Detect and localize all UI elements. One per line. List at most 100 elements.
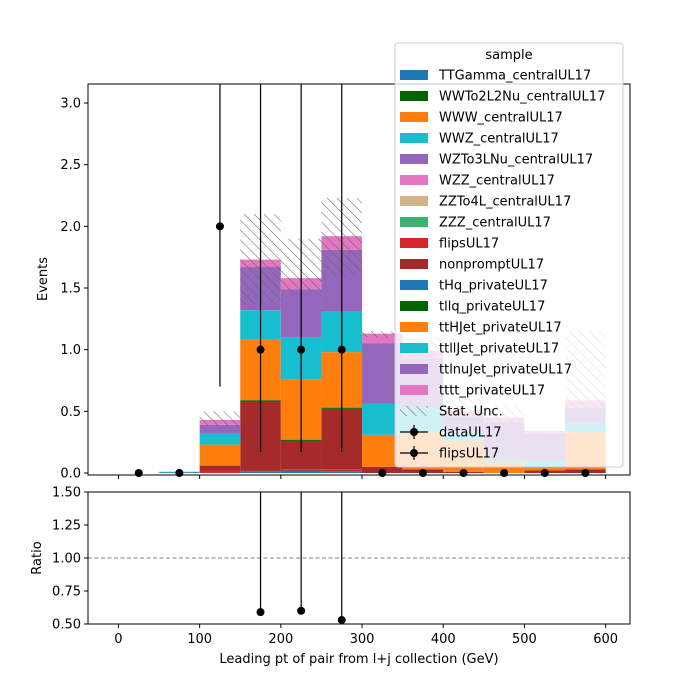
- y-tick-label: 2.0: [60, 220, 81, 235]
- legend-label: WWZ_centralUL17: [439, 132, 559, 147]
- stat-unc-rect: [199, 411, 241, 427]
- x-tick-label: 100: [187, 632, 212, 647]
- data-point: [256, 345, 265, 354]
- ratio-points: [256, 492, 346, 624]
- legend-swatch: [400, 364, 428, 374]
- data-point: [459, 469, 468, 477]
- legend-swatch: [400, 70, 428, 80]
- ratio-x-axis: 0 100 200 300 400 500 600: [114, 624, 618, 647]
- ratio-y-tick-label: 1.25: [52, 519, 81, 534]
- bar-segment: [280, 470, 322, 473]
- data-point: [418, 469, 427, 477]
- ratio-plot: 0.50 0.75 1.00 1.25 1.50 0 100 200 300 400 500 600…: [30, 486, 631, 667]
- legend-box: [394, 42, 624, 468]
- bar-segment: [240, 470, 281, 472]
- legend-swatch: [400, 112, 428, 122]
- legend-label: WWTo2L2Nu_centralUL17: [439, 90, 605, 105]
- legend-swatch: [400, 385, 428, 395]
- legend-swatch: [400, 175, 428, 185]
- data-point: [500, 469, 509, 477]
- legend-swatch: [400, 322, 428, 332]
- legend-label: nonpromptUL17: [439, 258, 544, 273]
- x-tick-label: 500: [512, 632, 537, 647]
- x-tick-label: 600: [593, 632, 618, 647]
- y-tick-label: 1.0: [60, 343, 81, 358]
- bar-segment: [321, 471, 363, 473]
- ratio-point: [297, 606, 306, 615]
- data-point: [175, 469, 184, 477]
- legend-label: flipsUL17: [439, 447, 499, 462]
- data-point: [581, 469, 590, 477]
- data-point: [378, 469, 387, 477]
- x-tick-label: 0: [114, 632, 122, 647]
- stat-unc-rect: [362, 331, 403, 338]
- bar-segment: [199, 433, 241, 445]
- legend-marker: [410, 428, 418, 436]
- bar-segment: [240, 471, 281, 473]
- x-tick-label: 400: [431, 632, 456, 647]
- legend-label: tHq_privateUL17: [439, 279, 548, 294]
- main-y-axis: 0.0 0.5 1.0 1.5 2.0 2.5 3.0: [60, 97, 88, 482]
- legend-swatch: [400, 91, 428, 101]
- legend-label: WWW_centralUL17: [439, 111, 563, 126]
- ratio-y-tick-label: 0.50: [52, 618, 81, 633]
- main-y-axis-label: Events: [36, 257, 51, 301]
- data-point: [134, 469, 143, 477]
- legend-label: ttlnuJet_privateUL17: [439, 363, 572, 378]
- ratio-y-tick-label: 1.50: [52, 486, 81, 501]
- legend-title: sample: [485, 48, 532, 63]
- ratio-y-axis-label: Ratio: [30, 541, 45, 574]
- legend-swatch: [400, 133, 428, 143]
- bar-segment: [280, 469, 322, 471]
- ratio-y-tick-label: 0.75: [52, 585, 81, 600]
- data-point: [297, 345, 306, 354]
- legend-swatch: [400, 259, 428, 269]
- data-point: [337, 345, 346, 354]
- legend-swatch: [400, 238, 428, 248]
- legend-swatch: [400, 301, 428, 311]
- legend-label: WZZ_centralUL17: [439, 174, 555, 189]
- legend-label: dataUL17: [439, 426, 502, 441]
- y-tick-label: 2.5: [60, 158, 81, 173]
- bar-segment: [199, 470, 241, 473]
- bar-segment: [199, 465, 241, 471]
- legend-swatch: [400, 406, 428, 416]
- bar-segment: [362, 333, 403, 344]
- legend-label: TTGamma_centralUL17: [438, 69, 591, 84]
- legend-label: ZZZ_centralUL17: [439, 216, 551, 231]
- legend-swatch: [400, 217, 428, 227]
- legend-label: ZZTo4L_centralUL17: [439, 195, 571, 210]
- ratio-point: [256, 608, 265, 617]
- legend-label: ttllJet_privateUL17: [439, 342, 559, 357]
- legend-label: ttHJet_privateUL17: [439, 321, 562, 336]
- legend-swatch: [400, 154, 428, 164]
- x-tick-label: 200: [268, 632, 293, 647]
- legend-label: Stat. Unc.: [439, 405, 503, 420]
- bar-segment: [321, 469, 363, 472]
- bar-segment: [199, 444, 241, 466]
- y-tick-label: 0.5: [60, 405, 81, 420]
- legend-label: flipsUL17: [439, 237, 499, 252]
- data-points: [134, 84, 590, 477]
- ratio-y-axis: 0.50 0.75 1.00 1.25 1.50: [52, 486, 88, 633]
- legend-swatch: [400, 280, 428, 290]
- legend-swatch: [400, 343, 428, 353]
- ratio-point: [337, 616, 346, 624]
- y-tick-label: 0.0: [60, 467, 81, 482]
- ratio-y-tick-label: 1.00: [52, 552, 81, 567]
- legend-label: WZTo3LNu_centralUL17: [439, 153, 593, 168]
- legend-marker: [410, 449, 418, 457]
- data-point: [215, 222, 224, 231]
- main-plot-frame: [87, 83, 631, 476]
- y-tick-label: 3.0: [60, 97, 81, 112]
- legend: sample TTGamma_centralUL17 WWTo2L2Nu_centr…: [394, 42, 624, 468]
- data-point: [540, 469, 549, 477]
- legend-label: tllq_privateUL17: [439, 300, 545, 315]
- bar-segment: [199, 424, 241, 434]
- main-x-ticks: [117, 475, 607, 479]
- legend-label: tttt_privateUL17: [439, 384, 545, 399]
- legend-swatch: [400, 196, 428, 206]
- x-axis-label: Leading pt of pair from l+j collection (…: [219, 652, 498, 667]
- y-tick-label: 1.5: [60, 282, 81, 297]
